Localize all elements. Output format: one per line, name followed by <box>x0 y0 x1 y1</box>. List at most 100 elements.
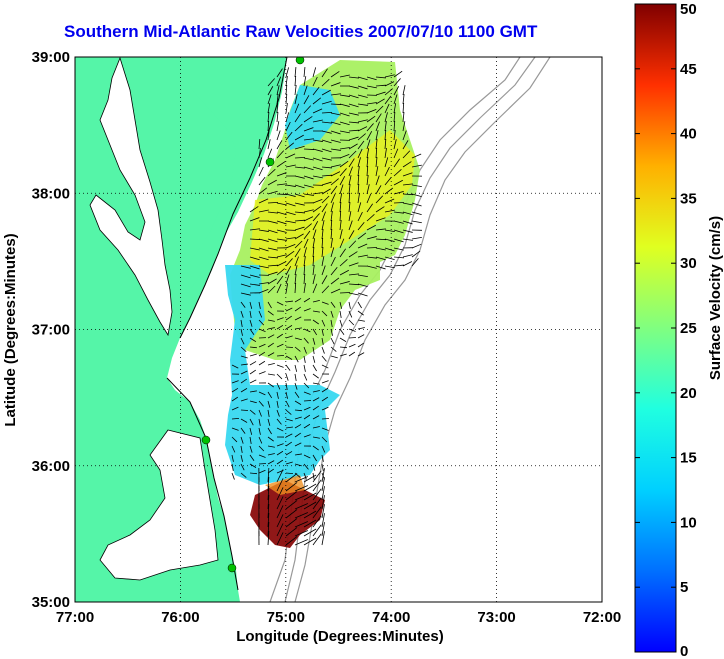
velocity-arrow <box>303 382 310 389</box>
velocity-arrow <box>321 275 328 285</box>
velocity-arrow <box>402 102 405 114</box>
velocity-arrow <box>294 476 309 483</box>
velocity-arrow <box>249 379 257 384</box>
velocity-arrow <box>267 211 278 214</box>
velocity-arrow <box>249 436 252 444</box>
velocity-arrow <box>330 202 334 213</box>
velocity-arrow <box>366 123 374 132</box>
velocity-arrow <box>276 532 284 546</box>
velocity-arrow <box>276 140 283 150</box>
velocity-arrow <box>321 445 326 453</box>
velocity-arrow <box>258 265 269 269</box>
velocity-arrow <box>339 160 349 168</box>
velocity-arrow <box>294 416 302 420</box>
velocity-arrow <box>330 171 341 177</box>
velocity-field-south <box>225 265 340 485</box>
velocity-arrow <box>366 236 377 240</box>
velocity-arrow <box>312 221 319 231</box>
velocity-arrow <box>267 301 272 309</box>
velocity-arrow <box>411 211 422 216</box>
velocity-arrow <box>231 472 235 480</box>
velocity-arrow <box>330 211 333 222</box>
velocity-arrow <box>249 427 253 435</box>
velocity-arrow <box>285 400 290 408</box>
velocity-arrow <box>357 85 368 90</box>
velocity-arrow <box>285 433 293 438</box>
velocity-arrow <box>294 219 305 222</box>
velocity-arrow <box>249 337 257 343</box>
velocity-arrow <box>312 445 319 451</box>
chart-title: Southern Mid-Atlantic Raw Velocities 200… <box>64 22 538 41</box>
velocity-arrow <box>303 364 306 372</box>
velocity-arrow <box>393 120 396 132</box>
velocity-arrow <box>321 364 329 369</box>
velocity-arrow <box>303 116 313 123</box>
velocity-arrow <box>330 337 335 345</box>
velocity-arrow <box>285 382 288 390</box>
velocity-arrow <box>267 201 279 204</box>
velocity-arrow <box>303 127 314 132</box>
colorbar-tick-label: 20 <box>680 385 697 402</box>
velocity-arrow <box>267 436 274 442</box>
velocity-arrow <box>285 315 293 321</box>
velocity-arrow <box>321 265 326 276</box>
velocity-arrow <box>258 319 265 326</box>
velocity-arrow <box>366 157 369 168</box>
velocity-arrow <box>267 342 275 348</box>
velocity-arrow <box>348 328 356 332</box>
velocity-arrow <box>357 221 365 231</box>
velocity-arrow <box>285 112 290 123</box>
velocity-arrow <box>240 346 247 352</box>
velocity-arrow <box>357 202 362 213</box>
velocity-arrow <box>258 445 265 452</box>
velocity-arrow <box>231 436 238 443</box>
velocity-arrow <box>285 373 289 381</box>
velocity-arrow <box>357 243 368 249</box>
velocity-arrow <box>312 426 320 429</box>
velocity-arrow <box>276 469 284 483</box>
velocity-arrow <box>276 324 284 330</box>
velocity-arrow <box>339 337 347 342</box>
velocity-arrow <box>249 274 260 278</box>
velocity-arrow <box>258 288 269 294</box>
velocity-arrow <box>249 445 253 453</box>
velocity-arrow <box>321 463 324 471</box>
velocity-arrow <box>258 187 268 195</box>
velocity-arrow <box>402 140 409 150</box>
velocity-arrow <box>249 256 260 261</box>
velocity-arrow <box>294 202 305 206</box>
velocity-arrow <box>285 426 293 429</box>
velocity-arrow <box>393 103 397 114</box>
velocity-arrow <box>258 238 269 242</box>
radar-station-1 <box>295 57 305 65</box>
velocity-arrow <box>366 265 377 269</box>
velocity-arrow <box>339 310 342 318</box>
velocity-arrow <box>357 103 368 106</box>
velocity-arrow <box>231 380 239 384</box>
velocity-arrow <box>375 206 385 213</box>
velocity-arrow <box>366 115 376 123</box>
velocity-arrow <box>312 192 323 195</box>
velocity-arrow <box>402 229 413 233</box>
velocity-arrow <box>348 192 351 204</box>
velocity-arrow <box>348 129 359 132</box>
velocity-arrow <box>357 283 368 287</box>
velocity-arrow <box>285 409 292 415</box>
velocity-arrow <box>321 237 324 249</box>
velocity-arrow <box>357 327 365 330</box>
velocity-arrow <box>348 211 352 222</box>
velocity-arrow <box>276 76 282 87</box>
velocity-arrow <box>285 202 296 207</box>
velocity-arrow <box>384 229 395 233</box>
velocity-arrow <box>384 129 387 141</box>
velocity-arrow <box>312 405 320 411</box>
velocity-arrow <box>411 250 421 258</box>
velocity-arrow <box>339 248 346 258</box>
velocity-arrow <box>285 153 296 159</box>
velocity-arrow <box>267 94 272 105</box>
velocity-arrow <box>303 283 306 294</box>
velocity-arrow <box>303 328 311 333</box>
velocity-arrow <box>231 387 239 393</box>
velocity-arrow <box>294 494 309 501</box>
velocity-arrow <box>321 121 332 124</box>
